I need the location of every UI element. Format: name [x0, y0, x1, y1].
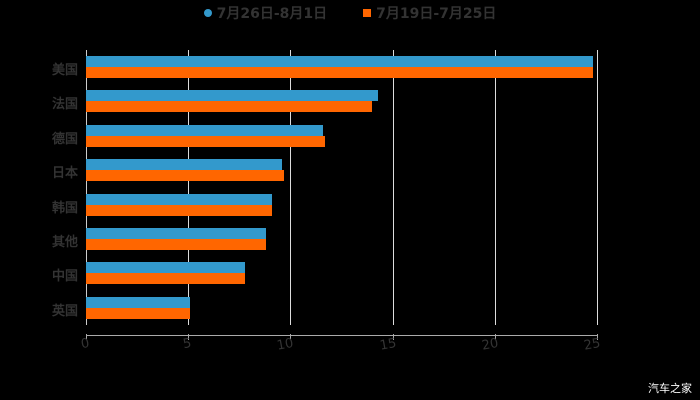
gridline — [392, 50, 394, 325]
legend-item-series-1[interactable]: 7月26日-8月1日 — [203, 3, 328, 23]
bar[interactable] — [86, 204, 272, 216]
tick-mark — [86, 334, 87, 340]
gridline — [494, 50, 496, 325]
circle-marker-icon — [203, 9, 212, 17]
watermark: 汽车之家 — [648, 382, 692, 395]
category-label: 中国 — [51, 269, 78, 285]
legend-label: 7月26日-8月1日 — [216, 6, 328, 22]
gridline — [597, 50, 598, 325]
bar[interactable] — [86, 56, 593, 67]
tick-label: 15 — [378, 336, 398, 354]
bar[interactable] — [86, 67, 593, 78]
category-label: 韩国 — [51, 200, 78, 216]
tick-label: 5 — [182, 336, 193, 353]
category-label: 其他 — [51, 235, 78, 250]
legend-item-series-2[interactable]: 7月19日-7月25日 — [363, 3, 496, 23]
tick-mark — [188, 334, 190, 340]
bar[interactable] — [86, 239, 266, 250]
bar[interactable] — [86, 307, 191, 319]
gridline — [290, 50, 292, 325]
category-label: 法国 — [51, 97, 78, 113]
tick-mark — [597, 334, 598, 340]
bar[interactable] — [86, 228, 266, 239]
bar[interactable] — [86, 101, 373, 113]
x-axis-line — [86, 335, 597, 336]
tick-label: 20 — [480, 336, 500, 354]
y-axis-line — [86, 50, 87, 325]
gridline — [188, 50, 190, 325]
bar[interactable] — [86, 296, 191, 308]
category-label: 德国 — [51, 131, 78, 147]
category-label: 美国 — [51, 63, 78, 78]
bar[interactable] — [86, 159, 283, 171]
bar[interactable] — [86, 135, 326, 147]
chart-legend: 7月26日-8月1日 7月19日-7月25日 — [0, 3, 700, 23]
tick-label: 0 — [79, 336, 91, 353]
tick-mark — [494, 334, 496, 340]
tick-mark — [392, 334, 394, 340]
legend-label: 7月19日-7月25日 — [376, 6, 497, 22]
bar[interactable] — [86, 90, 379, 102]
tick-mark — [290, 334, 292, 340]
plot-area — [86, 50, 598, 325]
category-label: 日本 — [51, 166, 78, 182]
square-marker-icon — [363, 9, 372, 17]
tick-label: 25 — [582, 336, 602, 354]
bar[interactable] — [86, 124, 324, 136]
bar[interactable] — [86, 262, 246, 274]
bar[interactable] — [86, 273, 246, 285]
bar[interactable] — [86, 193, 272, 205]
category-label: 英国 — [51, 303, 78, 319]
bar[interactable] — [86, 170, 285, 182]
tick-label: 10 — [276, 336, 295, 354]
